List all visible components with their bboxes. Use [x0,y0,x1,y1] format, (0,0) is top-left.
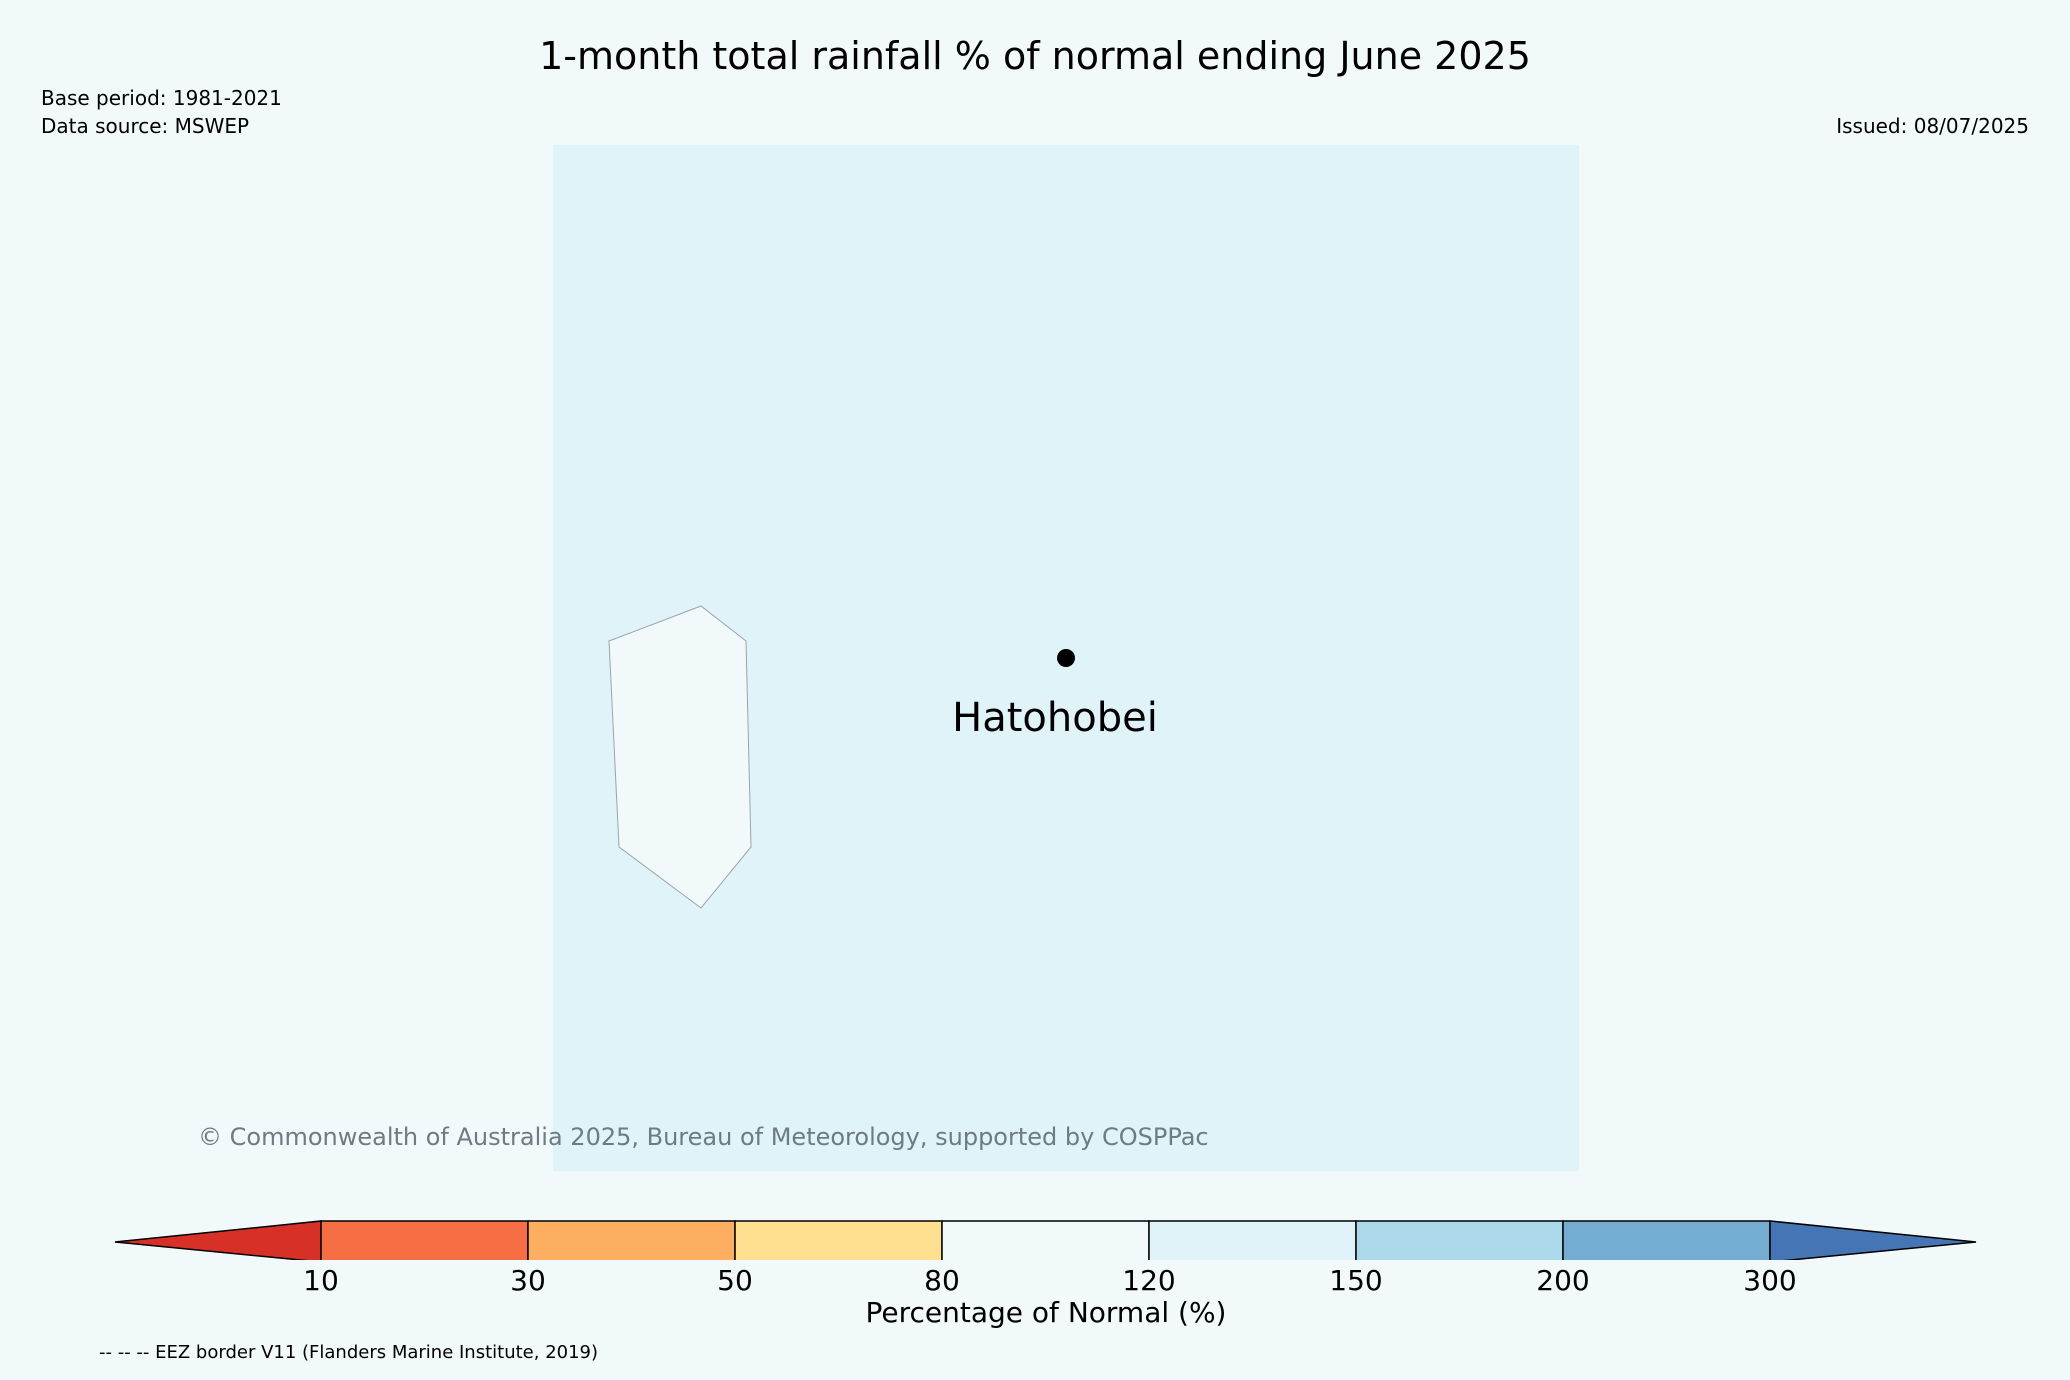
colorbar-bin-150-200 [1355,1220,1564,1260]
colorbar-tick-200: 200 [1536,1264,1590,1297]
colorbar-bin-10-30 [320,1220,529,1260]
colorbar-bin-30-50 [527,1220,736,1260]
colorbar-tick-10: 10 [303,1264,339,1297]
colorbar-tick-50: 50 [717,1264,753,1297]
colorbar-tick-30: 30 [510,1264,546,1297]
metadata-block: Base period: 1981-2021 Data source: MSWE… [41,84,282,140]
data-source: Data source: MSWEP [41,114,250,138]
colorbar-extend-high [1769,1220,1977,1260]
station-label: Hatohobei [952,695,1158,741]
colorbar-extend-low [114,1220,322,1260]
colorbar-tick-300: 300 [1743,1264,1797,1297]
map-title: 1-month total rainfall % of normal endin… [539,34,1531,78]
eez-border-note: -- -- -- EEZ border V11 (Flanders Marine… [99,1342,599,1363]
station-marker [1057,649,1075,667]
colorbar-label: Percentage of Normal (%) [865,1296,1227,1329]
colorbar-bin-120-150 [1148,1220,1357,1260]
copyright-notice: © Commonwealth of Australia 2025, Bureau… [198,1123,1209,1151]
colorbar-tick-150: 150 [1329,1264,1383,1297]
colorbar-tick-120: 120 [1122,1264,1176,1297]
colorbar-bin-80-120 [941,1220,1150,1260]
colorbar-bin-50-80 [734,1220,943,1260]
issued-date: Issued: 08/07/2025 [1836,114,2029,138]
colorbar-tick-80: 80 [924,1264,960,1297]
base-period: Base period: 1981-2021 [41,86,282,110]
colorbar [114,1220,1977,1260]
colorbar-bin-200-300 [1562,1220,1771,1260]
